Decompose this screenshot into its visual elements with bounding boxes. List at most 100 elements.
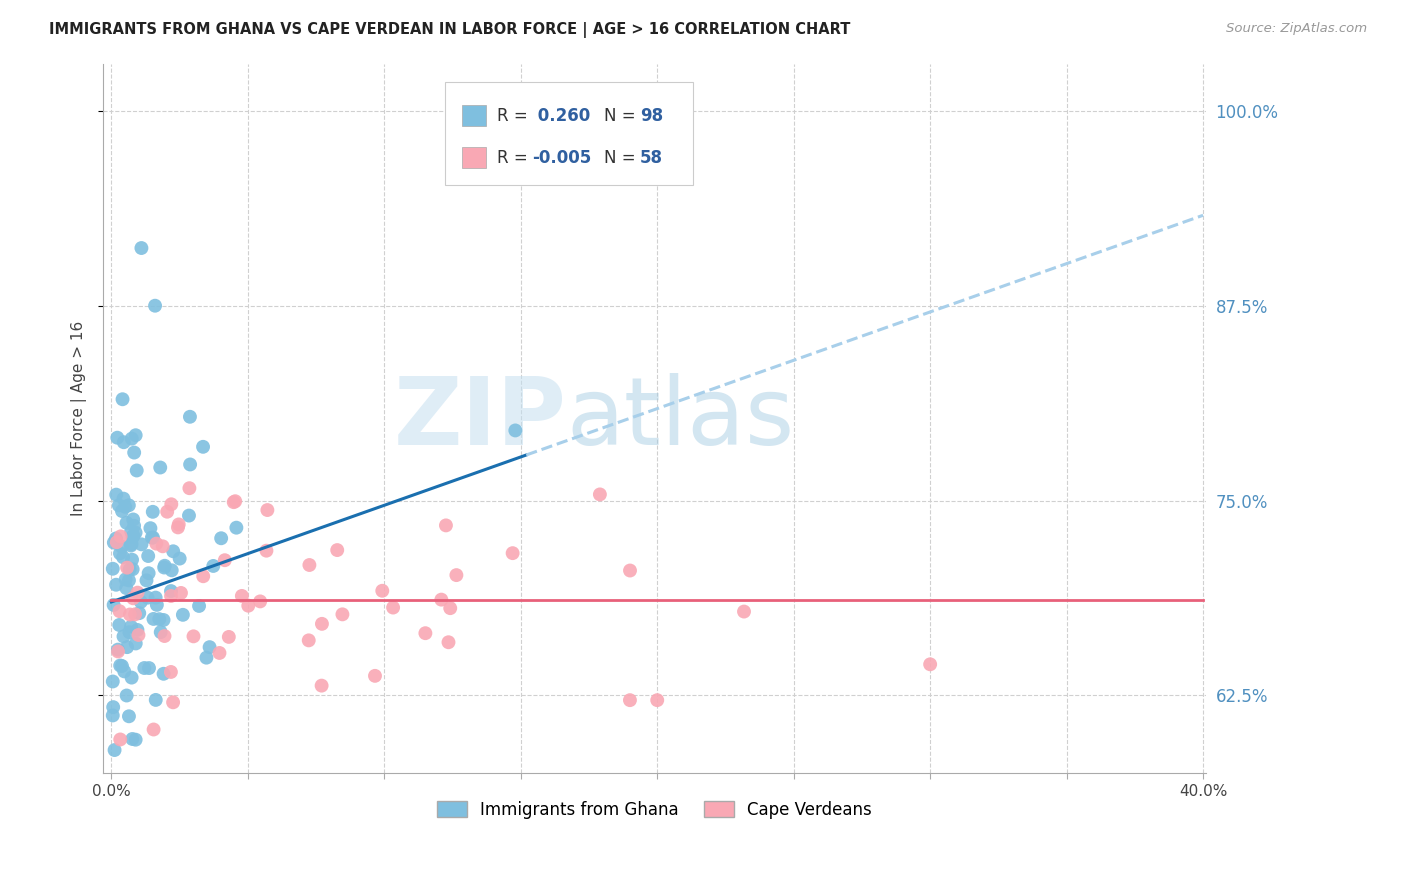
- Point: [136, 591, 159, 605]
- Point: [138, 566, 160, 581]
- Point: [160, 589, 183, 603]
- Text: R =: R =: [496, 107, 533, 125]
- Point: [121, 562, 143, 576]
- Point: [118, 625, 141, 640]
- Point: [619, 693, 641, 707]
- Point: [115, 516, 138, 530]
- Text: 0.260: 0.260: [531, 107, 591, 125]
- Point: [103, 535, 125, 549]
- Point: [231, 589, 253, 603]
- Point: [122, 591, 145, 606]
- Point: [645, 693, 668, 707]
- Point: [105, 578, 128, 592]
- Point: [121, 731, 143, 746]
- Point: [111, 659, 134, 673]
- Point: [177, 508, 200, 523]
- Point: [193, 569, 215, 583]
- Point: [111, 540, 134, 554]
- Point: [191, 440, 214, 454]
- Point: [160, 563, 183, 577]
- Point: [142, 612, 165, 626]
- Point: [121, 432, 143, 446]
- Point: [108, 618, 131, 632]
- Point: [256, 503, 278, 517]
- Text: -0.005: -0.005: [531, 149, 592, 167]
- Point: [208, 646, 231, 660]
- Point: [105, 532, 128, 546]
- Point: [108, 604, 131, 618]
- Point: [152, 613, 174, 627]
- Point: [146, 598, 169, 612]
- Point: [120, 524, 142, 539]
- Point: [125, 636, 148, 650]
- Point: [156, 505, 179, 519]
- Point: [222, 495, 245, 509]
- Point: [145, 591, 167, 605]
- Point: [112, 491, 135, 506]
- Point: [124, 732, 146, 747]
- Point: [127, 628, 149, 642]
- Text: N =: N =: [603, 107, 641, 125]
- Point: [502, 546, 524, 560]
- Point: [152, 666, 174, 681]
- Point: [415, 626, 437, 640]
- Point: [505, 424, 527, 438]
- Point: [160, 584, 183, 599]
- Point: [118, 498, 141, 512]
- Point: [114, 572, 136, 586]
- Point: [198, 640, 221, 655]
- Point: [108, 499, 131, 513]
- Text: R =: R =: [496, 149, 533, 167]
- Point: [122, 512, 145, 526]
- Point: [298, 633, 321, 648]
- Point: [145, 693, 167, 707]
- Point: [118, 574, 141, 588]
- Point: [115, 560, 138, 574]
- Point: [149, 625, 172, 640]
- Point: [122, 518, 145, 533]
- Point: [142, 531, 165, 545]
- Point: [103, 743, 125, 757]
- Point: [332, 607, 354, 622]
- Point: [101, 708, 124, 723]
- Point: [437, 635, 460, 649]
- Point: [105, 431, 128, 445]
- Point: [218, 630, 240, 644]
- Point: [589, 487, 612, 501]
- Point: [111, 392, 134, 407]
- Point: [128, 606, 150, 620]
- Point: [124, 428, 146, 442]
- Point: [202, 558, 225, 573]
- Point: [114, 500, 136, 514]
- Point: [170, 586, 193, 600]
- FancyBboxPatch shape: [461, 105, 486, 127]
- Point: [733, 605, 755, 619]
- Point: [121, 530, 143, 544]
- Point: [446, 568, 468, 582]
- Point: [169, 551, 191, 566]
- Point: [135, 574, 157, 588]
- Point: [160, 497, 183, 511]
- Point: [311, 679, 333, 693]
- Point: [224, 494, 246, 508]
- Point: [326, 543, 349, 558]
- Point: [214, 553, 236, 567]
- Text: 58: 58: [640, 149, 664, 167]
- Point: [115, 640, 138, 654]
- Point: [162, 544, 184, 558]
- Point: [439, 601, 461, 615]
- Point: [195, 650, 218, 665]
- Text: N =: N =: [603, 149, 641, 167]
- Point: [120, 620, 142, 634]
- Text: IMMIGRANTS FROM GHANA VS CAPE VERDEAN IN LABOR FORCE | AGE > 16 CORRELATION CHAR: IMMIGRANTS FROM GHANA VS CAPE VERDEAN IN…: [49, 22, 851, 38]
- Text: atlas: atlas: [567, 373, 794, 465]
- Point: [121, 552, 143, 566]
- Text: 98: 98: [640, 107, 664, 125]
- Point: [110, 529, 132, 543]
- Point: [101, 674, 124, 689]
- Point: [131, 241, 153, 255]
- Point: [127, 623, 149, 637]
- Point: [188, 599, 211, 613]
- Y-axis label: In Labor Force | Age > 16: In Labor Force | Age > 16: [72, 321, 87, 516]
- Point: [127, 585, 149, 599]
